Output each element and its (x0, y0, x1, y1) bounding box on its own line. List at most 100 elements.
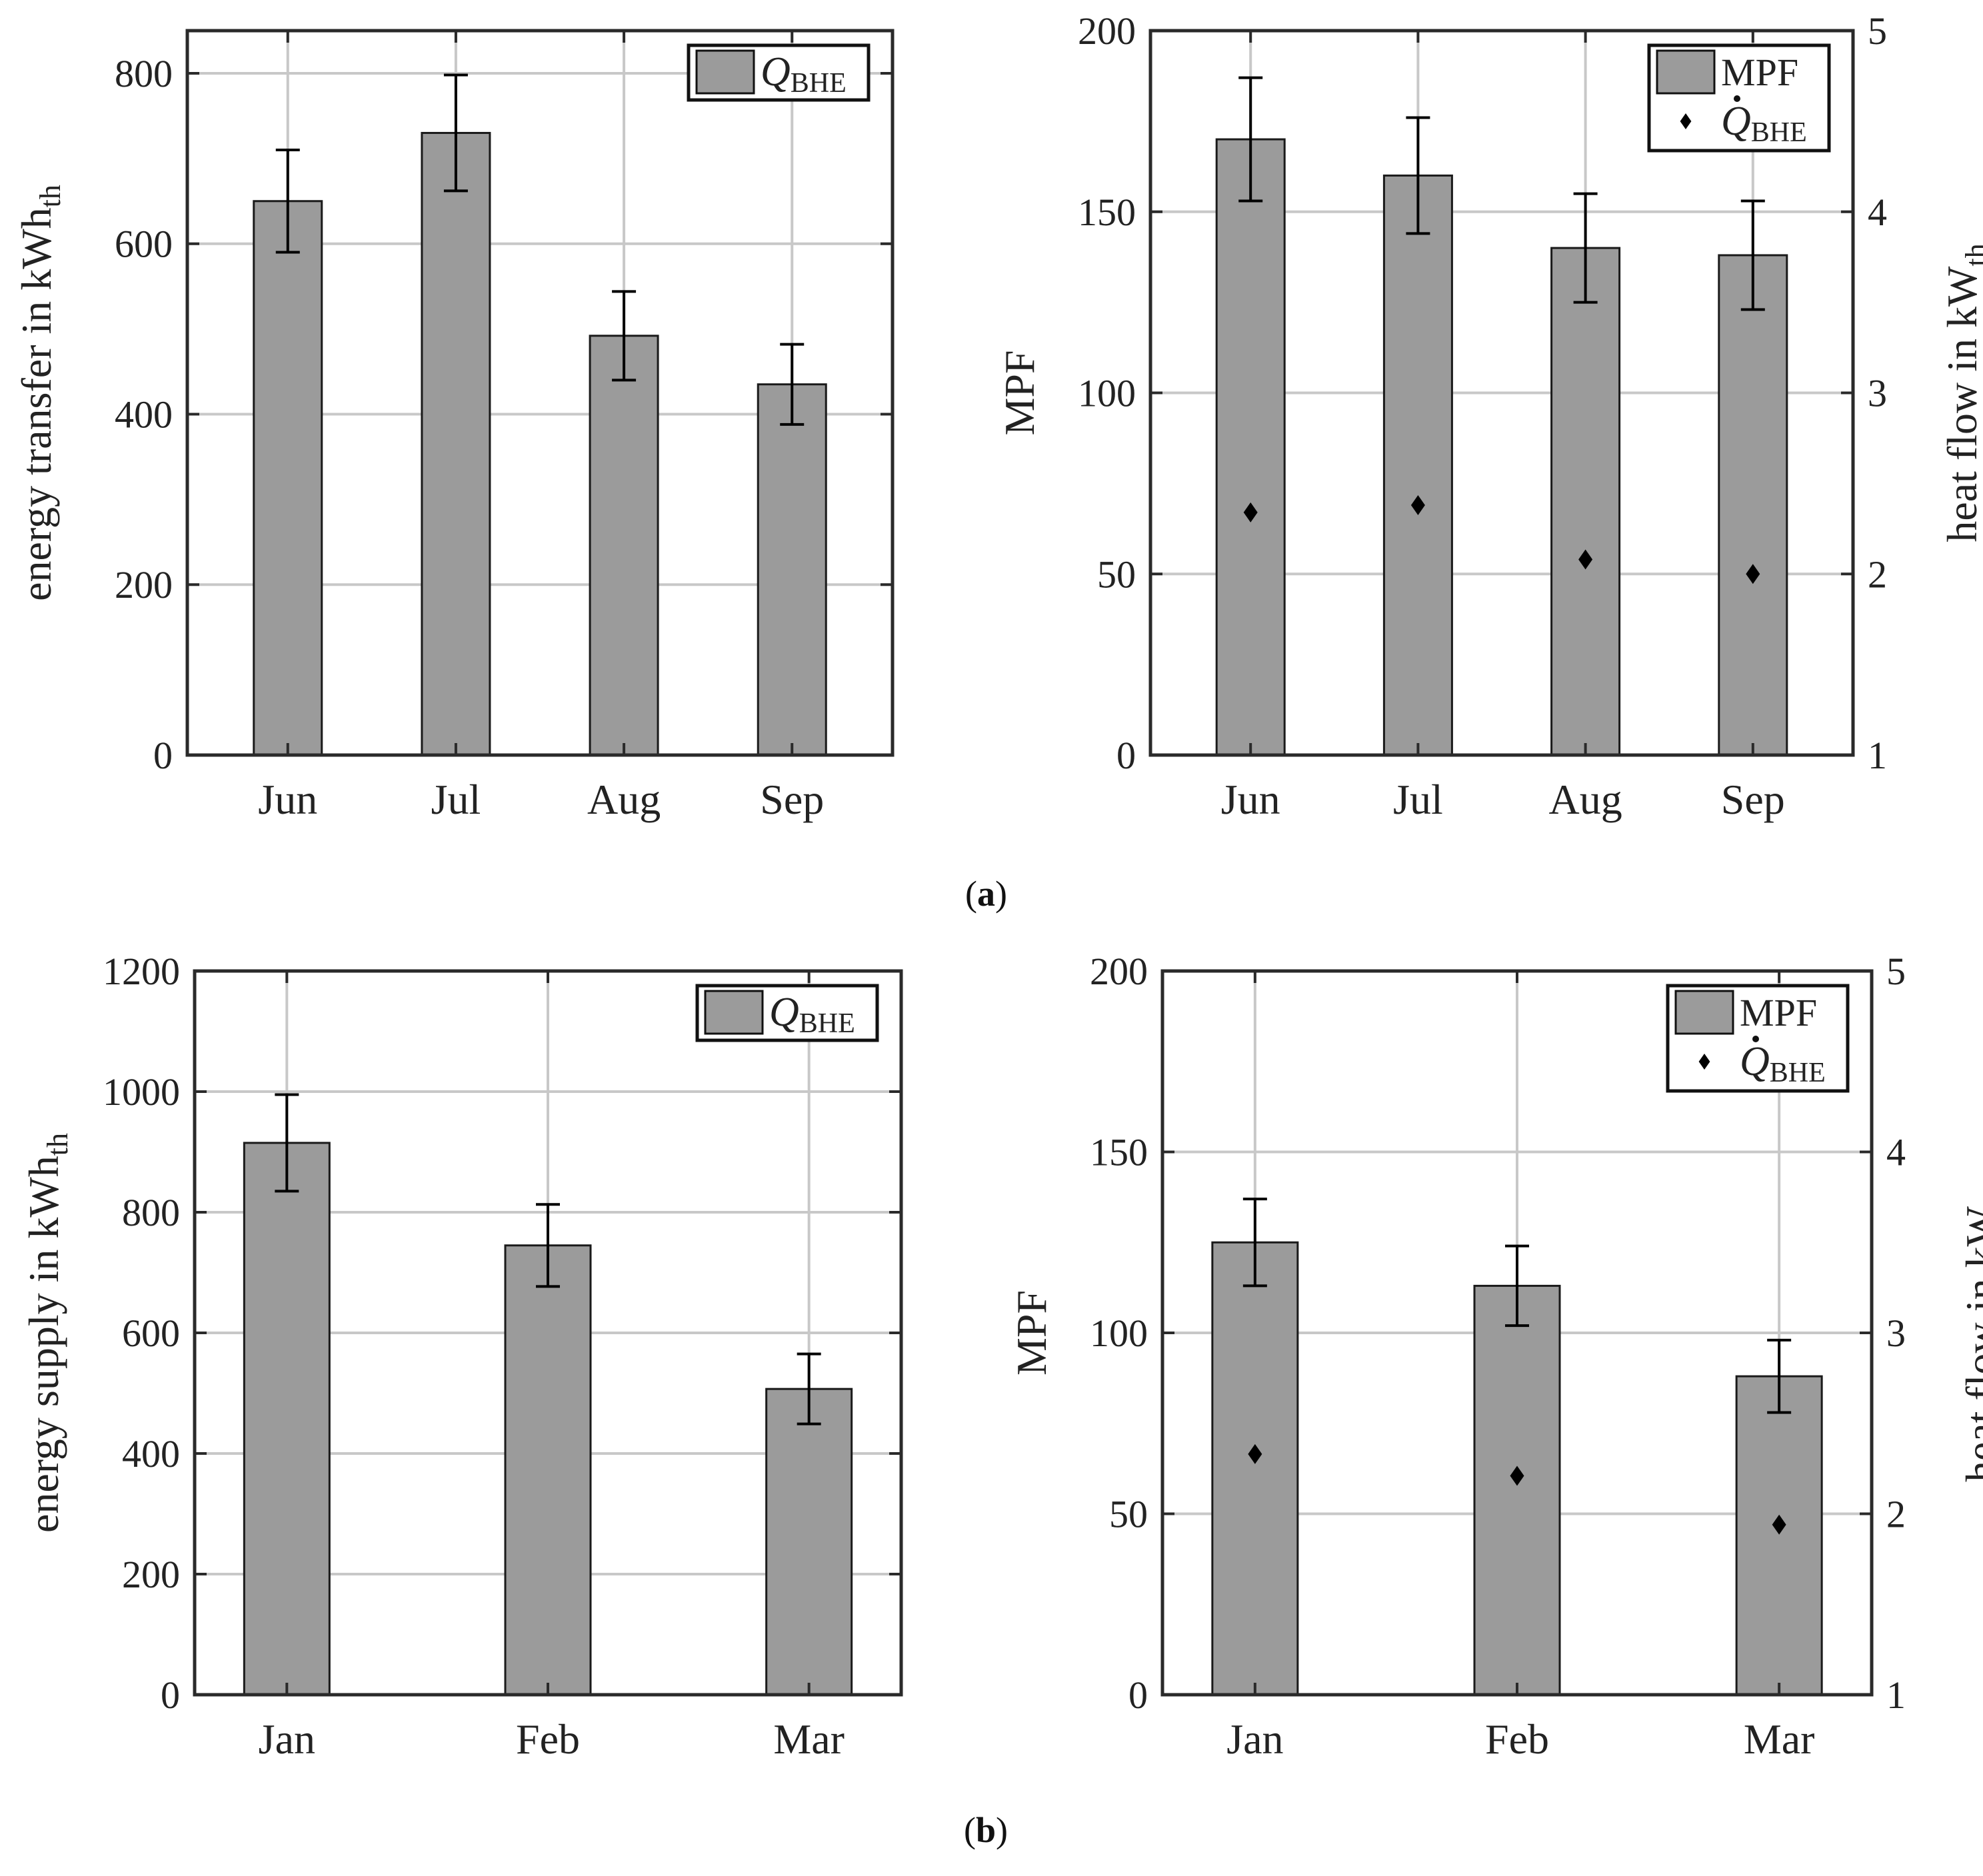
y-tick-label: 0 (1128, 1673, 1148, 1717)
y-axis-label: MPF (996, 350, 1043, 435)
y-tick-label: 150 (1078, 191, 1136, 234)
x-tick-label-feb: Feb (516, 1715, 580, 1763)
error-bar-mar (797, 1352, 821, 1425)
legend-subscript: BHE (791, 68, 847, 99)
legend: MPF QBHE (1666, 984, 1850, 1093)
bar-jun (1215, 138, 1286, 756)
y-tick-label: 1000 (103, 1070, 180, 1114)
bar-jun (253, 200, 323, 756)
x-tick-label-jul: Jul (431, 776, 481, 823)
caption-b-close: ) (996, 1810, 1008, 1850)
y-axis-label-main: energy transfer in kWh (13, 207, 60, 601)
y-axis-label: MPF (1008, 1290, 1055, 1376)
error-bar-sep (780, 343, 805, 426)
error-bar-jan (275, 1093, 299, 1193)
y-tick-label: 1200 (103, 950, 180, 993)
bar-aug (589, 335, 659, 756)
y-tick-label: 100 (1090, 1312, 1148, 1355)
x-tick-label-jan: Jan (1226, 1715, 1283, 1763)
chart-b-left: 0 200 400 600 800 1000 1200 Jan Feb Mar energy sup… (20, 950, 903, 1763)
y-axis-label-main: MPF (996, 350, 1043, 435)
y2-axis-label: heat flow in kWth (1938, 243, 1983, 542)
chart-a-right: 1 2 3 4 5 heat flow in kWth 0 50 100 150 200 Jun Jul… (996, 9, 1983, 823)
caption-b-letter: b (975, 1810, 996, 1850)
diamond-marker-jul (1410, 494, 1425, 515)
legend-subscript: BHE (1770, 1058, 1826, 1088)
legend-swatch-bar (1656, 49, 1716, 95)
legend-dot-accent (1752, 1036, 1759, 1042)
diamond-marker-mar (1772, 1514, 1786, 1535)
plot-frame (1148, 29, 1855, 757)
y2-axis-label-sub: th (1978, 1184, 1983, 1206)
caption-a-close: ) (994, 874, 1007, 914)
x-tick-label-aug: Aug (1548, 776, 1622, 823)
y-tick-label: 600 (122, 1312, 180, 1355)
error-bar-sep (1740, 199, 1765, 311)
chart-a-left: 0 200 400 600 800 Jun Jul Aug Sep energy transfer… (13, 29, 895, 823)
legend-label: QBHE (769, 990, 855, 1039)
y-tick-label: 800 (122, 1191, 180, 1234)
y-axis-label-sub: th (41, 1133, 74, 1156)
legend-label: MPF (1740, 991, 1817, 1034)
y2-tick-label: 1 (1868, 734, 1887, 777)
y2-tick-label: 4 (1886, 1131, 1906, 1174)
legend: QBHE (695, 984, 879, 1042)
chart-b-right: 1 2 3 4 5 heat flow in kWth 0 50 100 150 200 Jan Feb… (1008, 950, 1983, 1763)
y2-tick-label: 2 (1886, 1493, 1906, 1536)
x-tick-label-jan: Jan (259, 1715, 315, 1763)
y2-tick-label: 2 (1868, 552, 1887, 596)
legend: QBHE (687, 43, 871, 102)
x-tick-label-mar: Mar (1744, 1715, 1815, 1763)
y2-tick-label: 1 (1886, 1673, 1906, 1717)
y-axis-label-main: MPF (1008, 1290, 1055, 1376)
plot-frame (193, 969, 903, 1697)
y2-tick-label: 3 (1886, 1312, 1906, 1355)
legend-subscript: BHE (799, 1008, 855, 1039)
bar-jul (421, 131, 491, 756)
y-tick-label: 0 (1116, 734, 1136, 777)
y-tick-label: 50 (1109, 1493, 1148, 1536)
y-tick-label: 0 (153, 734, 173, 777)
panel-caption-b: (b) (964, 1809, 1008, 1851)
plot-frame (185, 29, 895, 757)
legend-swatch-diamond (1680, 113, 1692, 129)
bar-aug (1550, 247, 1621, 756)
y-tick-label: 400 (122, 1432, 180, 1475)
x-tick-label-jul: Jul (1393, 776, 1443, 823)
legend-label: QBHE (1721, 99, 1807, 148)
y2-axis-label-main: heat flow in kW (1938, 266, 1983, 542)
y-tick-label: 0 (161, 1673, 180, 1717)
x-tick-label-aug: Aug (587, 776, 661, 823)
y-tick-label: 100 (1078, 372, 1136, 415)
legend-swatch-bar (695, 49, 755, 95)
legend-dot-accent (1734, 95, 1740, 102)
y2-axis-label: heat flow in kWth (1957, 1184, 1983, 1482)
y-axis-label-main: energy supply in kWh (20, 1156, 67, 1533)
legend-label: MPF (1721, 51, 1798, 94)
y-tick-label: 200 (122, 1553, 180, 1596)
legend-swatch-diamond (1698, 1054, 1710, 1070)
y-tick-label: 600 (115, 223, 173, 266)
y-tick-label: 200 (115, 563, 173, 606)
error-bar-jul (1406, 116, 1430, 235)
y-tick-label: 400 (115, 393, 173, 436)
error-bar-aug (1573, 192, 1598, 304)
y2-tick-label: 4 (1868, 191, 1887, 234)
diamond-marker-aug (1578, 549, 1593, 570)
y2-tick-label: 3 (1868, 372, 1887, 415)
x-tick-label-feb: Feb (1485, 1715, 1549, 1763)
bar-jul (1382, 174, 1453, 756)
x-tick-label-jun: Jun (258, 776, 317, 823)
error-bar-jul (443, 73, 468, 193)
error-bar-aug (612, 290, 637, 382)
y-axis-label: energy transfer in kWhth (13, 185, 67, 601)
error-bar-feb (1505, 1244, 1529, 1328)
bar-sep (1718, 254, 1788, 756)
legend-swatch-bar (1674, 990, 1734, 1035)
error-bar-feb (536, 1203, 560, 1288)
error-bar-jun (275, 149, 300, 254)
bar-mar (765, 1388, 853, 1696)
y-tick-label: 50 (1097, 552, 1136, 596)
y-tick-label: 800 (115, 52, 173, 95)
diamond-marker-feb (1510, 1465, 1524, 1486)
